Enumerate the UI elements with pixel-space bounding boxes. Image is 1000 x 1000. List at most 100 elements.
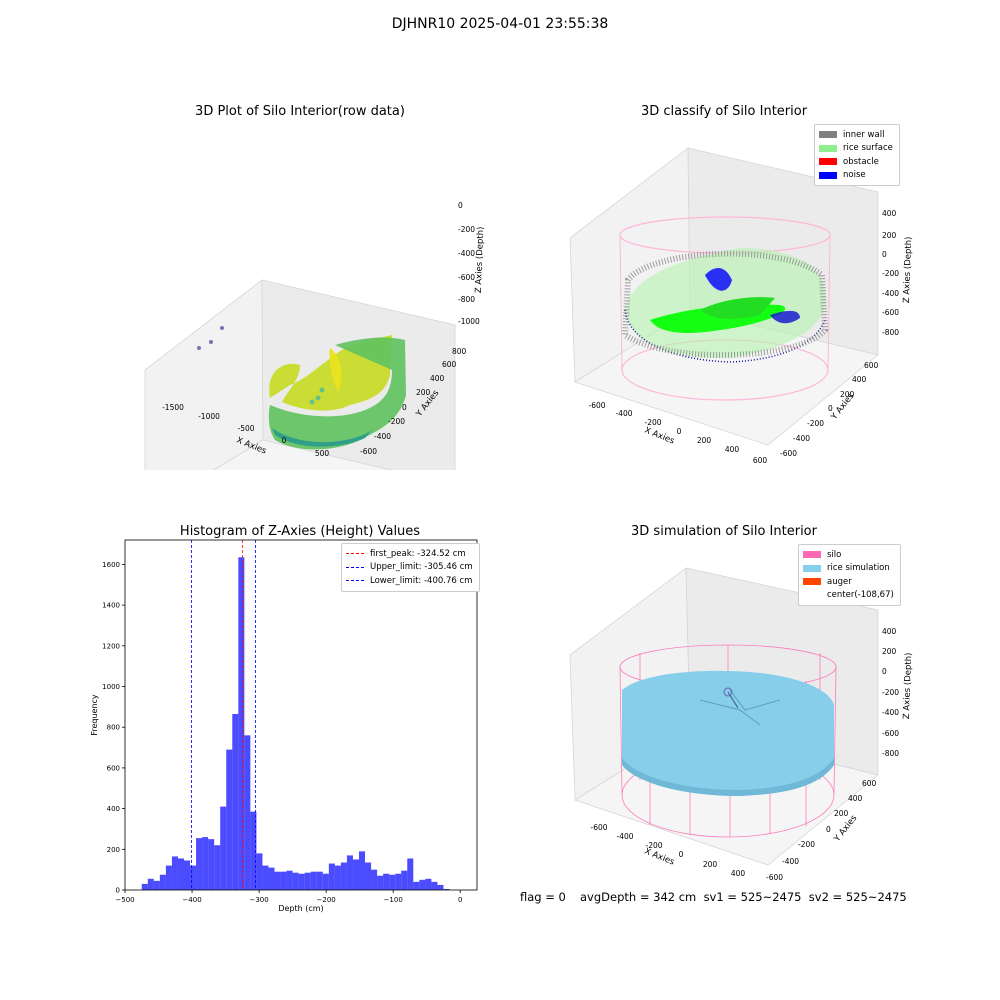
classify-plot-title: 3D classify of Silo Interior bbox=[640, 104, 808, 119]
status-flag: flag = 0 bbox=[520, 890, 566, 904]
histogram-title: Histogram of Z-Axies (Height) Values bbox=[179, 524, 421, 539]
legend-swatch bbox=[819, 131, 837, 139]
histogram-bar bbox=[316, 871, 323, 890]
raw-point-cloud bbox=[197, 326, 406, 450]
y-tick: 400 bbox=[430, 374, 445, 383]
x-tick: -200 bbox=[644, 418, 661, 427]
histogram-bar bbox=[147, 878, 154, 890]
z-tick: -600 bbox=[458, 273, 475, 282]
histogram-bar bbox=[328, 863, 335, 890]
legend-swatch bbox=[803, 551, 821, 559]
x-tick: -500 bbox=[237, 424, 254, 433]
histogram-bar bbox=[419, 879, 426, 890]
z-tick: -200 bbox=[882, 688, 899, 697]
legend-item: first_peak: -324.52 cm bbox=[346, 547, 473, 561]
simulation-plot-3d: 400 200 0 -200 -400 -600 -800 Z Axies (D… bbox=[569, 567, 914, 882]
histogram-bar bbox=[292, 872, 299, 890]
histogram-bar bbox=[431, 881, 438, 890]
histogram-bar bbox=[389, 874, 396, 890]
histogram-bar bbox=[358, 851, 366, 890]
histogram-bar bbox=[334, 865, 341, 890]
histogram-bar bbox=[437, 884, 444, 890]
x-tick: 500 bbox=[315, 449, 330, 458]
histogram-bar bbox=[346, 855, 353, 890]
simulation-z-label: Z Axies (Depth) bbox=[902, 652, 914, 719]
histogram-bar bbox=[352, 859, 359, 890]
legend-swatch bbox=[819, 144, 837, 152]
histogram-bar bbox=[244, 735, 251, 890]
classify-x-ticks: -600 -400 -200 0 200 400 600 bbox=[588, 401, 767, 465]
histogram-bar bbox=[401, 870, 408, 890]
classify-plot-3d: 400 200 0 -200 -400 -600 -800 Z Axies (D… bbox=[569, 147, 914, 465]
histogram-reference-lines bbox=[191, 540, 256, 890]
x-tick: -400 bbox=[616, 832, 633, 841]
histogram-bar bbox=[413, 881, 420, 890]
legend-item: obstacle bbox=[819, 155, 893, 169]
x-tick: 200 bbox=[697, 436, 712, 445]
raw-x-ticks: -1500 -1000 -500 0 500 bbox=[162, 403, 329, 458]
x-tick: 200 bbox=[703, 860, 718, 869]
y-tick: 400 bbox=[852, 375, 867, 384]
histogram-bar bbox=[365, 862, 372, 890]
histogram-bar bbox=[250, 811, 257, 890]
legend-item: noise bbox=[819, 169, 893, 183]
histogram-bar bbox=[286, 870, 293, 890]
histogram-bar bbox=[214, 845, 221, 890]
z-tick: -1000 bbox=[458, 317, 480, 326]
legend-line bbox=[346, 566, 364, 568]
histogram-bar bbox=[371, 869, 378, 890]
x-tick: 0 bbox=[282, 436, 287, 445]
classify-y-ticks: -600 -400 -200 0 200 400 600 bbox=[780, 361, 879, 458]
simulation-auger bbox=[723, 687, 739, 709]
z-tick: -600 bbox=[882, 729, 899, 738]
histogram-bar bbox=[395, 873, 402, 890]
z-tick: -800 bbox=[882, 328, 899, 337]
histogram-bar bbox=[190, 865, 197, 890]
simulation-plot-title: 3D simulation of Silo Interior bbox=[631, 524, 817, 539]
y-tick: 0 bbox=[826, 825, 831, 834]
simulation-x-ticks: -600 -400 -200 0 200 400 bbox=[590, 823, 745, 878]
x-tick: -1500 bbox=[162, 403, 184, 412]
histogram-x-ticks: −500 −400 −300 −200 −100 0 bbox=[115, 890, 462, 904]
raw-z-label: Z Axies (Depth) bbox=[474, 226, 486, 293]
legend-item: center(-108,67) bbox=[803, 589, 894, 603]
x-tick: -400 bbox=[615, 409, 632, 418]
histogram-bar bbox=[268, 867, 275, 890]
histogram-bar bbox=[159, 874, 166, 890]
z-tick: -200 bbox=[458, 225, 475, 234]
histogram-bar bbox=[153, 880, 160, 890]
x-tick-label: −500 bbox=[115, 896, 134, 904]
x-tick: -600 bbox=[590, 823, 607, 832]
legend-swatch bbox=[819, 158, 837, 166]
y-tick: 600 bbox=[862, 779, 877, 788]
z-tick: -600 bbox=[882, 308, 899, 317]
y-tick-label: 1600 bbox=[102, 561, 120, 569]
x-tick-label: 0 bbox=[458, 896, 462, 904]
histogram-bar bbox=[232, 713, 239, 890]
x-tick: 400 bbox=[725, 445, 740, 454]
y-tick: 600 bbox=[864, 361, 879, 370]
y-tick-label: 400 bbox=[107, 805, 120, 813]
histogram-bar bbox=[274, 871, 281, 890]
y-tick: -600 bbox=[766, 873, 783, 882]
legend-swatch bbox=[803, 564, 821, 572]
histogram-bar bbox=[298, 873, 305, 890]
z-tick: -800 bbox=[458, 295, 475, 304]
histogram-bar bbox=[383, 873, 390, 890]
histogram-bar bbox=[165, 865, 172, 890]
y-tick: 0 bbox=[402, 403, 407, 412]
legend-swatch bbox=[819, 171, 837, 179]
y-tick: -200 bbox=[388, 417, 405, 426]
z-tick: -400 bbox=[882, 289, 899, 298]
histogram-bar bbox=[425, 878, 432, 890]
simulation-rice-surface bbox=[622, 670, 834, 796]
classify-legend: inner wall rice surface obstacle noise bbox=[814, 124, 900, 186]
raw-z-ticks: 0 -200 -400 -600 -800 -1000 bbox=[458, 201, 480, 326]
y-tick: 200 bbox=[416, 388, 431, 397]
raw-plot-3d: 0 -200 -400 -600 -800 -1000 Z Axies (Dep… bbox=[144, 201, 486, 470]
histogram-bar bbox=[304, 872, 311, 890]
histogram-bar bbox=[177, 858, 185, 890]
y-tick-label: 1200 bbox=[102, 642, 120, 650]
histogram-legend: first_peak: -324.52 cm Upper_limit: -305… bbox=[341, 543, 480, 592]
y-tick-label: 200 bbox=[107, 846, 120, 854]
